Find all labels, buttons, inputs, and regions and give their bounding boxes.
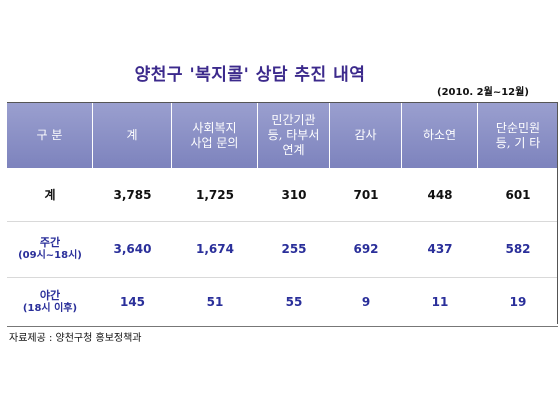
table-cell: 11 xyxy=(431,294,449,309)
row-label-text: 주간 xyxy=(39,236,61,250)
table-cell: 145 xyxy=(119,294,146,309)
source-note: 자료제공 : 양천구청 홍보정책과 xyxy=(9,333,142,344)
table-cell: 3,785 xyxy=(113,187,152,202)
row-label: 주간 (09시~18시) xyxy=(7,222,93,277)
header-thanks: 감사 xyxy=(330,103,402,168)
table-cell: 692 xyxy=(353,242,379,256)
table-cell: 601 xyxy=(505,187,531,202)
table-cell: 310 xyxy=(281,187,307,202)
table-header-row: 구 분 계 사회복지 사업 문의 민간기관 등, 타부서 연계 감사 하소연 단순민원… xyxy=(7,103,558,169)
consultation-table: 구 분 계 사회복지 사업 문의 민간기관 등, 타부서 연계 감사 하소연 단순민원… xyxy=(7,102,558,327)
table-row-daytime: 주간 (09시~18시) 3,640 1,674 255 692 437 582 xyxy=(7,222,558,278)
table-row-nighttime: 야간 (18시 이후) 145 51 55 9 11 19 xyxy=(7,278,558,326)
table-right-border xyxy=(557,102,558,324)
table-cell: 1,725 xyxy=(196,187,234,202)
table-cell: 19 xyxy=(509,294,527,309)
table-row-total: 계 3,785 1,725 310 701 448 601 xyxy=(7,169,558,222)
header-category: 구 분 xyxy=(7,103,93,168)
row-label-text: 계 xyxy=(44,187,56,202)
row-label: 야간 (18시 이후) xyxy=(7,278,93,326)
header-total: 계 xyxy=(93,103,172,168)
row-sublabel: (18시 이후) xyxy=(22,302,78,314)
table-cell: 51 xyxy=(206,294,224,309)
period-label: (2010. 2월~12월) xyxy=(437,87,529,98)
table-cell: 1,674 xyxy=(196,242,234,256)
row-label-text: 야간 xyxy=(39,288,61,302)
header-welfare-inquiry: 사회복지 사업 문의 xyxy=(172,103,258,168)
row-label: 계 xyxy=(7,169,93,221)
header-complaint: 하소연 xyxy=(402,103,478,168)
table-cell: 255 xyxy=(281,242,307,256)
table-cell: 701 xyxy=(353,187,379,202)
table-cell: 55 xyxy=(285,294,303,309)
row-sublabel: (09시~18시) xyxy=(18,250,82,262)
table-cell: 3,640 xyxy=(113,242,152,256)
header-simple-petition: 단순민원 등, 기 타 xyxy=(495,120,541,150)
table-cell: 9 xyxy=(361,294,371,309)
header-referral: 민간기관 등, 타부서 연계 xyxy=(258,103,330,168)
table-cell: 582 xyxy=(505,242,531,256)
table-cell: 437 xyxy=(427,242,453,256)
table-cell: 448 xyxy=(427,187,453,202)
page-title: 양천구 '복지콜' 상담 추진 내역 xyxy=(134,65,366,85)
